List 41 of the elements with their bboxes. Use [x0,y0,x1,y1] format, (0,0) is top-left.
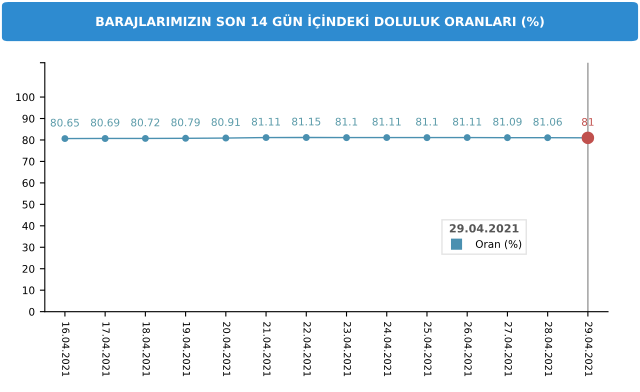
x-tick-label: 27.04.2021 [504,322,512,376]
x-tick-label: 28.04.2021 [544,322,552,376]
x-tick-label: 23.04.2021 [344,322,352,376]
data-label: 80.65 [50,118,79,127]
x-tick-label: 21.04.2021 [263,322,271,376]
y-tick-label: 60 [22,179,34,187]
y-tick-label: 30 [22,243,34,252]
data-label: 81.1 [336,118,358,126]
y-tick-label: 90 [22,114,34,123]
data-label: 81.11 [252,118,280,126]
chart-title: BARAJLARIMIZIN SON 14 GÜN İÇİNDEKİ DOLULUK ORANLARI (%) [96,14,544,28]
data-label: 81.15 [292,118,320,126]
y-tick-label: 80 [22,136,34,144]
x-tick-label: 22.04.2021 [303,322,311,376]
x-tick-label: 18.04.2021 [142,322,150,376]
y-tick-label: 70 [22,158,34,166]
x-tick-label: 20.04.2021 [223,322,230,376]
y-tick-label: 20 [22,264,34,273]
data-label: 80.69 [90,118,120,126]
data-label: 81.11 [372,118,401,126]
x-tick-label: 24.04.2021 [384,322,392,376]
x-tick-label: 19.04.2021 [182,322,190,376]
data-label: 81.09 [493,118,522,126]
y-tick-label: 40 [22,222,34,230]
x-tick-label: 25.04.2021 [424,322,432,376]
legend-title: 29.04.2021 [450,224,518,233]
data-label: 81.06 [533,118,562,126]
x-tick-label: 16.04.2021 [62,322,70,376]
x-tick-label: 17.04.2021 [102,322,110,376]
y-tick-label: 10 [22,286,34,294]
y-tick-label: 0 [29,308,34,316]
data-label: 80.79 [171,118,200,126]
legend-label: Oran (%) [476,240,522,250]
y-tick-label: 50 [22,200,34,208]
data-label: 81.11 [452,118,482,126]
x-tick-label: 26.04.2021 [464,322,472,376]
y-tick-label: 100 [16,93,34,102]
data-label: 81.1 [416,118,438,126]
data-label: 80.72 [131,118,160,126]
data-label: 80.91 [212,118,240,126]
x-tick-label: 29.04.2021 [585,322,592,376]
